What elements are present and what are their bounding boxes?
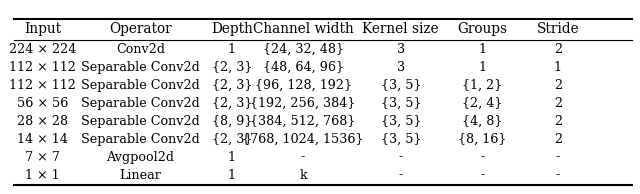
Text: {3, 5}: {3, 5} [381, 115, 421, 128]
Text: 28 × 28: 28 × 28 [17, 115, 68, 128]
Text: 14 × 14: 14 × 14 [17, 133, 68, 146]
Text: -: - [301, 151, 305, 164]
Text: Separable Conv2d: Separable Conv2d [81, 97, 200, 110]
Text: Separable Conv2d: Separable Conv2d [81, 133, 200, 146]
Text: 112 × 112: 112 × 112 [9, 79, 76, 92]
Text: {2, 3}: {2, 3} [212, 61, 252, 74]
Text: Input: Input [24, 22, 61, 36]
Text: 2: 2 [554, 115, 562, 128]
Text: {96, 128, 192}: {96, 128, 192} [255, 79, 351, 92]
Text: 1: 1 [478, 43, 486, 56]
Text: {4, 8}: {4, 8} [462, 115, 502, 128]
Text: Operator: Operator [109, 22, 172, 36]
Text: {48, 64, 96}: {48, 64, 96} [262, 61, 344, 74]
Text: -: - [480, 169, 484, 182]
Text: Avgpool2d: Avgpool2d [106, 151, 174, 164]
Text: 1: 1 [554, 61, 562, 74]
Text: 2: 2 [554, 79, 562, 92]
Text: -: - [399, 169, 403, 182]
Text: Separable Conv2d: Separable Conv2d [81, 115, 200, 128]
Text: Depth: Depth [211, 22, 253, 36]
Text: {3, 5}: {3, 5} [381, 79, 421, 92]
Text: k: k [299, 169, 307, 182]
Text: Stride: Stride [536, 22, 579, 36]
Text: Channel width: Channel width [253, 22, 353, 36]
Text: Kernel size: Kernel size [362, 22, 439, 36]
Text: 1: 1 [478, 61, 486, 74]
Text: {1, 2}: {1, 2} [462, 79, 502, 92]
Text: 56 × 56: 56 × 56 [17, 97, 68, 110]
Text: {3, 5}: {3, 5} [381, 133, 421, 146]
Text: {24, 32, 48}: {24, 32, 48} [262, 43, 344, 56]
Text: 7 × 7: 7 × 7 [25, 151, 60, 164]
Text: {8, 9}: {8, 9} [212, 115, 252, 128]
Text: {768, 1024, 1536}: {768, 1024, 1536} [243, 133, 364, 146]
Text: {384, 512, 768}: {384, 512, 768} [250, 115, 356, 128]
Text: -: - [480, 151, 484, 164]
Text: 3: 3 [397, 61, 405, 74]
Text: {192, 256, 384}: {192, 256, 384} [250, 97, 356, 110]
Text: Linear: Linear [119, 169, 161, 182]
Text: 2: 2 [554, 97, 562, 110]
Text: -: - [556, 169, 560, 182]
Text: 1: 1 [228, 43, 236, 56]
Text: 224 × 224: 224 × 224 [9, 43, 76, 56]
Text: {8, 16}: {8, 16} [458, 133, 506, 146]
Text: Separable Conv2d: Separable Conv2d [81, 61, 200, 74]
Text: {2, 3}: {2, 3} [212, 133, 252, 146]
Text: 1: 1 [228, 151, 236, 164]
Text: Groups: Groups [457, 22, 507, 36]
Text: {3, 5}: {3, 5} [381, 97, 421, 110]
Text: {2, 3}: {2, 3} [212, 79, 252, 92]
Text: Conv2d: Conv2d [116, 43, 164, 56]
Text: -: - [399, 151, 403, 164]
Text: 2: 2 [554, 43, 562, 56]
Text: 3: 3 [397, 43, 405, 56]
Text: 1 × 1: 1 × 1 [25, 169, 60, 182]
Text: 112 × 112: 112 × 112 [9, 61, 76, 74]
Text: Separable Conv2d: Separable Conv2d [81, 79, 200, 92]
Text: 2: 2 [554, 133, 562, 146]
Text: -: - [556, 151, 560, 164]
Text: {2, 3}: {2, 3} [212, 97, 252, 110]
Text: 1: 1 [228, 169, 236, 182]
Text: {2, 4}: {2, 4} [462, 97, 502, 110]
